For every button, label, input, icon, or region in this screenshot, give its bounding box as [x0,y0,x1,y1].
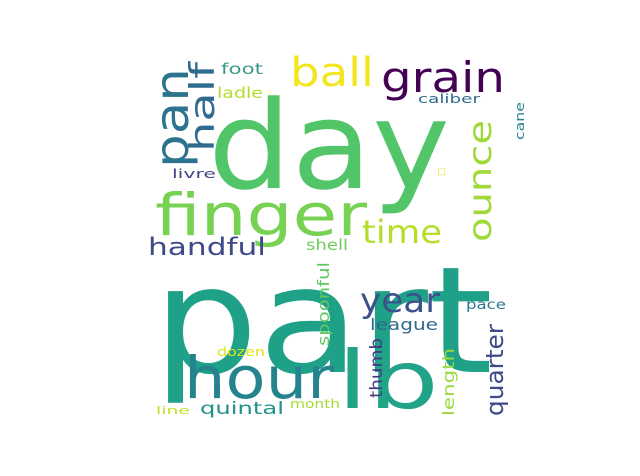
word-quintal: quintal [200,399,284,419]
word-year: year [360,281,440,321]
word-spoonful: spoonful [314,262,333,346]
word-quarter: quarter [481,324,509,416]
word-foot: foot [221,60,263,78]
word-livre: livre [172,167,216,181]
word-ladle: ladle [217,84,263,102]
word-grain: grain [381,53,505,102]
word-league: league [370,315,438,334]
word-thumb: thumb [367,338,387,398]
word-pan: pan [145,68,199,168]
word-time: time [362,213,442,251]
word-part: part [153,235,493,407]
word-length: length [439,348,458,416]
word-handful: handful [148,233,266,261]
word-lb: lb [337,334,439,427]
word-finger: finger [155,181,367,249]
word-cane: cane [513,102,527,140]
word-ounce: ounce [461,120,499,242]
word-hour: hour [184,344,334,412]
word-caliber: caliber [418,92,480,106]
word-dozen: dozen [217,345,265,359]
word-shell: shell [306,236,348,254]
word-pace: pace [466,298,506,313]
word-ball: ball [290,50,374,96]
word-line: line [156,404,190,417]
word-glyph: □ [437,168,447,176]
word-half: half [183,61,223,152]
word-month: month [290,397,340,411]
word-day: day [208,75,450,217]
